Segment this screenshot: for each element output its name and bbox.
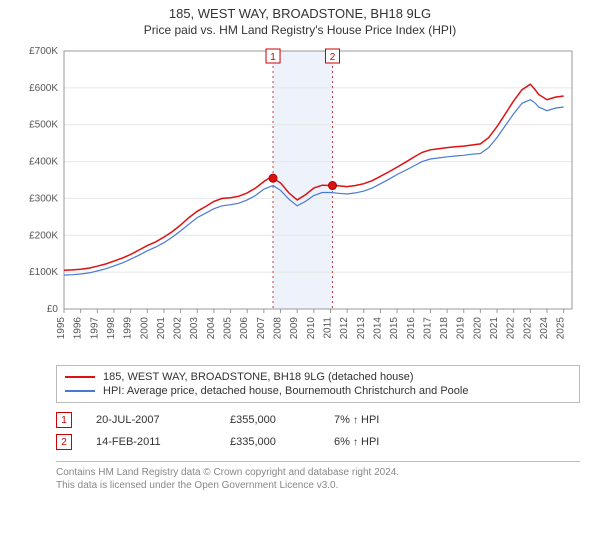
- event-pct: 7% ↑ HPI: [334, 414, 384, 426]
- svg-text:2014: 2014: [372, 317, 383, 340]
- arrow-up-icon: ↑: [353, 437, 358, 448]
- legend-label: 185, WEST WAY, BROADSTONE, BH18 9LG (det…: [103, 371, 414, 383]
- event-marker: 1: [56, 412, 72, 428]
- svg-text:2020: 2020: [472, 317, 483, 340]
- svg-text:2: 2: [330, 52, 336, 63]
- svg-text:£100K: £100K: [29, 267, 58, 278]
- svg-text:2007: 2007: [256, 317, 267, 340]
- title-subtitle: Price paid vs. HM Land Registry's House …: [0, 23, 600, 37]
- legend: 185, WEST WAY, BROADSTONE, BH18 9LG (det…: [56, 365, 580, 403]
- chart-container: 185, WEST WAY, BROADSTONE, BH18 9LG Pric…: [0, 0, 600, 492]
- svg-text:2025: 2025: [556, 317, 567, 340]
- svg-text:2021: 2021: [489, 317, 500, 340]
- svg-text:1995: 1995: [56, 317, 67, 340]
- svg-text:£500K: £500K: [29, 120, 58, 131]
- legend-label: HPI: Average price, detached house, Bour…: [103, 385, 468, 397]
- svg-text:1999: 1999: [123, 317, 134, 340]
- svg-text:1997: 1997: [89, 317, 100, 340]
- svg-text:1996: 1996: [73, 317, 84, 340]
- legend-item-property: 185, WEST WAY, BROADSTONE, BH18 9LG (det…: [65, 370, 571, 384]
- svg-text:£300K: £300K: [29, 193, 58, 204]
- svg-text:2006: 2006: [239, 317, 250, 340]
- legend-swatch: [65, 390, 95, 392]
- svg-text:2023: 2023: [522, 317, 533, 340]
- svg-text:2002: 2002: [173, 317, 184, 340]
- svg-text:2008: 2008: [273, 317, 284, 340]
- chart-svg: £0 £100K £200K £300K £400K £500K £600K £700K 199…: [20, 43, 580, 363]
- svg-text:£200K: £200K: [29, 230, 58, 241]
- svg-text:2013: 2013: [356, 317, 367, 340]
- svg-text:2009: 2009: [289, 317, 300, 340]
- event-row: 1 20-JUL-2007 £355,000 7% ↑ HPI: [56, 409, 580, 431]
- event-price: £355,000: [230, 414, 310, 426]
- svg-text:£400K: £400K: [29, 157, 58, 168]
- svg-text:£700K: £700K: [29, 46, 58, 57]
- svg-text:1: 1: [270, 52, 276, 63]
- svg-text:2019: 2019: [456, 317, 467, 340]
- svg-text:2003: 2003: [189, 317, 200, 340]
- footer: Contains HM Land Registry data © Crown c…: [56, 461, 580, 492]
- event-date: 14-FEB-2011: [96, 436, 206, 448]
- svg-text:2018: 2018: [439, 317, 450, 340]
- event-price: £335,000: [230, 436, 310, 448]
- arrow-up-icon: ↑: [353, 415, 358, 426]
- svg-text:2005: 2005: [223, 317, 234, 340]
- svg-text:2016: 2016: [406, 317, 417, 340]
- legend-item-hpi: HPI: Average price, detached house, Bour…: [65, 384, 571, 398]
- events-table: 1 20-JUL-2007 £355,000 7% ↑ HPI 2 14-FEB…: [56, 409, 580, 453]
- svg-text:2010: 2010: [306, 317, 317, 340]
- legend-swatch: [65, 376, 95, 378]
- event-date: 20-JUL-2007: [96, 414, 206, 426]
- svg-text:2001: 2001: [156, 317, 167, 340]
- footer-line: This data is licensed under the Open Gov…: [56, 479, 580, 492]
- chart-area: £0 £100K £200K £300K £400K £500K £600K £700K 199…: [20, 43, 580, 363]
- event-marker: 2: [56, 434, 72, 450]
- svg-text:2011: 2011: [322, 317, 333, 339]
- svg-text:2017: 2017: [422, 317, 433, 340]
- svg-text:£0: £0: [47, 304, 59, 315]
- svg-text:2015: 2015: [389, 317, 400, 340]
- title-address: 185, WEST WAY, BROADSTONE, BH18 9LG: [0, 6, 600, 21]
- svg-text:£600K: £600K: [29, 83, 58, 94]
- svg-text:2024: 2024: [539, 317, 550, 340]
- svg-text:2000: 2000: [139, 317, 150, 340]
- svg-text:2012: 2012: [339, 317, 350, 340]
- event-pct: 6% ↑ HPI: [334, 436, 384, 448]
- svg-text:2022: 2022: [506, 317, 517, 340]
- footer-line: Contains HM Land Registry data © Crown c…: [56, 466, 580, 479]
- titles: 185, WEST WAY, BROADSTONE, BH18 9LG Pric…: [0, 0, 600, 37]
- event-row: 2 14-FEB-2011 £335,000 6% ↑ HPI: [56, 431, 580, 453]
- svg-text:1998: 1998: [106, 317, 117, 340]
- svg-text:2004: 2004: [206, 317, 217, 340]
